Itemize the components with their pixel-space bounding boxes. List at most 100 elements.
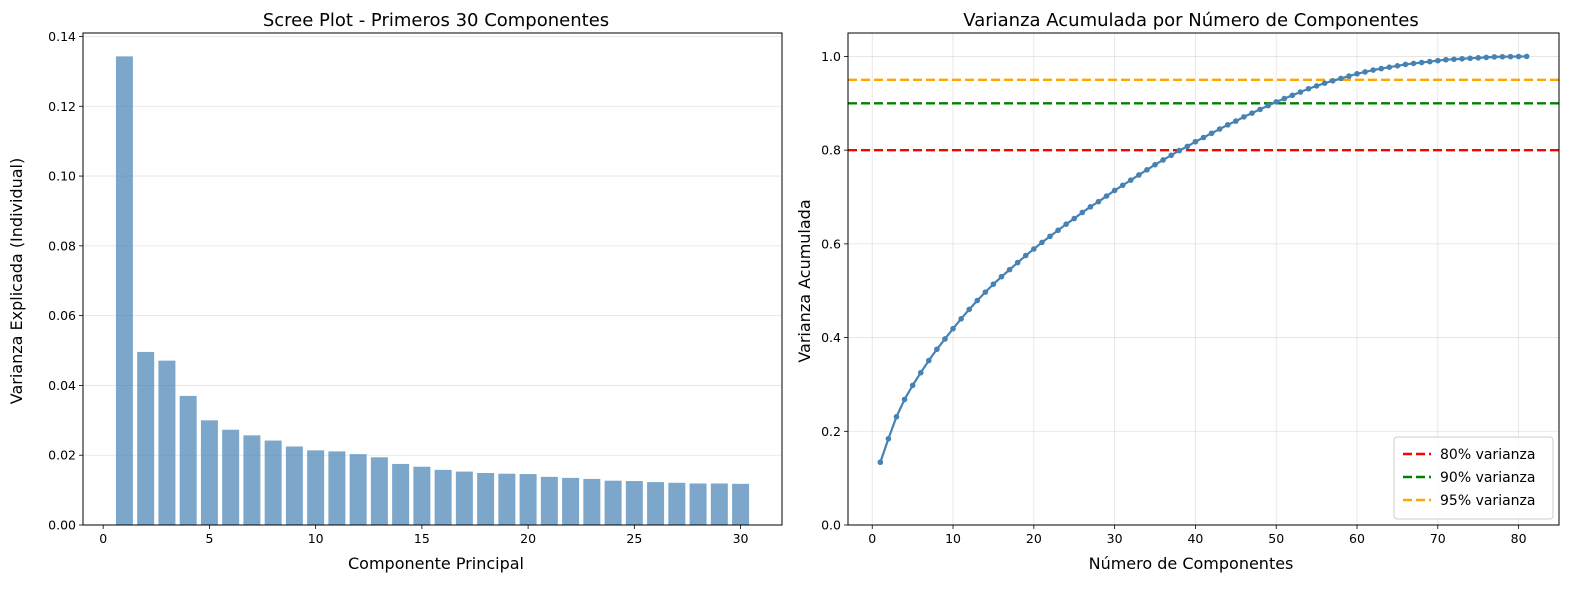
data-point (1249, 110, 1255, 116)
bar (413, 466, 431, 525)
bar (477, 473, 495, 525)
data-point (1063, 221, 1069, 227)
data-point (1459, 55, 1465, 62)
bar (137, 351, 155, 525)
bar (285, 446, 303, 525)
data-point (1127, 177, 1134, 183)
y-tick-label: 0.02 (48, 448, 76, 463)
data-point (1378, 65, 1385, 72)
bar (732, 483, 750, 525)
bar (647, 482, 665, 525)
x-tick-label: 10 (945, 531, 961, 546)
bar (689, 483, 707, 525)
data-point (1483, 54, 1490, 61)
bar (179, 395, 197, 525)
data-point (1006, 266, 1013, 273)
data-point (1515, 53, 1522, 60)
y-tick-label: 0.2 (821, 424, 841, 439)
y-tick-label: 0.08 (48, 238, 76, 253)
bar (625, 481, 643, 525)
data-point (1394, 63, 1401, 69)
bar (243, 435, 261, 525)
bar (583, 478, 601, 525)
data-point (1079, 209, 1086, 216)
data-point (998, 273, 1005, 280)
x-tick-label: 30 (733, 531, 749, 546)
y-tick-label: 0.12 (48, 99, 76, 114)
bar (455, 471, 473, 525)
y-tick-label: 0.14 (48, 29, 76, 44)
data-point (1022, 252, 1029, 259)
data-point (925, 357, 932, 364)
x-tick-label: 30 (1107, 531, 1123, 546)
bar (434, 469, 452, 525)
data-point (1475, 55, 1482, 61)
data-point (1507, 53, 1514, 60)
scree-plot-grid (83, 36, 782, 526)
data-point (1103, 193, 1110, 199)
x-tick-label: 0 (868, 531, 876, 546)
data-point (1443, 56, 1449, 63)
bar (392, 463, 410, 525)
x-tick-label: 20 (1026, 531, 1042, 546)
data-point (1241, 114, 1247, 120)
data-point (1362, 69, 1368, 75)
cumulative-variance-legend: 80% varianza 90% varianza 95% varianza (1393, 436, 1554, 520)
cumulative-variance-reference-lines (848, 78, 1559, 152)
cumulative-variance-line (879, 55, 1527, 463)
data-point (1160, 157, 1166, 163)
data-point (1184, 143, 1191, 150)
y-tick-label: 0.0 (821, 518, 841, 533)
bar (604, 480, 622, 525)
bar (370, 457, 388, 525)
cumulative-variance-yticks: 0.0 0.2 0.4 0.6 0.8 1.0 (821, 49, 848, 533)
data-point (1410, 60, 1417, 67)
data-point (1418, 59, 1425, 66)
y-tick-label: 0.04 (48, 378, 76, 393)
data-point (1402, 61, 1409, 68)
data-point (1386, 64, 1393, 71)
y-tick-label: 0.4 (821, 330, 841, 345)
data-point (966, 306, 972, 313)
data-point (1136, 172, 1142, 178)
data-point (990, 281, 997, 287)
data-point (1305, 85, 1312, 92)
data-point (1168, 152, 1174, 159)
scree-plot-yticks: 0.00 0.02 0.04 0.06 0.08 0.10 0.12 0.14 (48, 29, 83, 533)
bar (540, 476, 558, 525)
cumulative-variance-ylabel: Varianza Acumulada (795, 199, 814, 362)
data-point (1257, 106, 1263, 113)
x-tick-label: 25 (626, 531, 642, 546)
data-point (1289, 92, 1296, 99)
data-point (1055, 227, 1061, 234)
x-tick-label: 40 (1187, 531, 1203, 546)
data-point (909, 382, 916, 389)
x-tick-label: 5 (205, 531, 213, 546)
data-point (1152, 161, 1158, 168)
y-tick-label: 0.8 (821, 143, 841, 158)
data-point (1265, 102, 1271, 109)
data-point (1273, 99, 1280, 105)
data-point (1281, 95, 1288, 102)
scree-plot-title: Scree Plot - Primeros 30 Componentes (263, 10, 609, 31)
cumulative-variance-chart: Varianza Acumulada por Número de Compone… (795, 10, 1560, 573)
data-point (982, 289, 989, 295)
data-point (1095, 198, 1102, 205)
data-point (1499, 53, 1506, 60)
data-point (1297, 89, 1304, 95)
data-point (1111, 187, 1118, 194)
data-point (1192, 138, 1199, 145)
data-point (1338, 75, 1344, 82)
data-point (1321, 80, 1328, 86)
cumulative-variance-title: Varianza Acumulada por Número de Compone… (963, 10, 1418, 31)
data-point (1233, 118, 1239, 124)
bar (668, 482, 686, 525)
bar (158, 360, 176, 525)
scree-plot-bars (115, 56, 750, 525)
data-point (1144, 167, 1150, 173)
legend-label: 90% varianza (1440, 470, 1535, 486)
scree-plot-xlabel: Componente Principal (348, 554, 524, 573)
legend-label: 95% varianza (1440, 493, 1535, 509)
data-point (1224, 122, 1231, 128)
scree-plot-chart: Scree Plot - Primeros 30 Componentes Com… (7, 10, 783, 573)
